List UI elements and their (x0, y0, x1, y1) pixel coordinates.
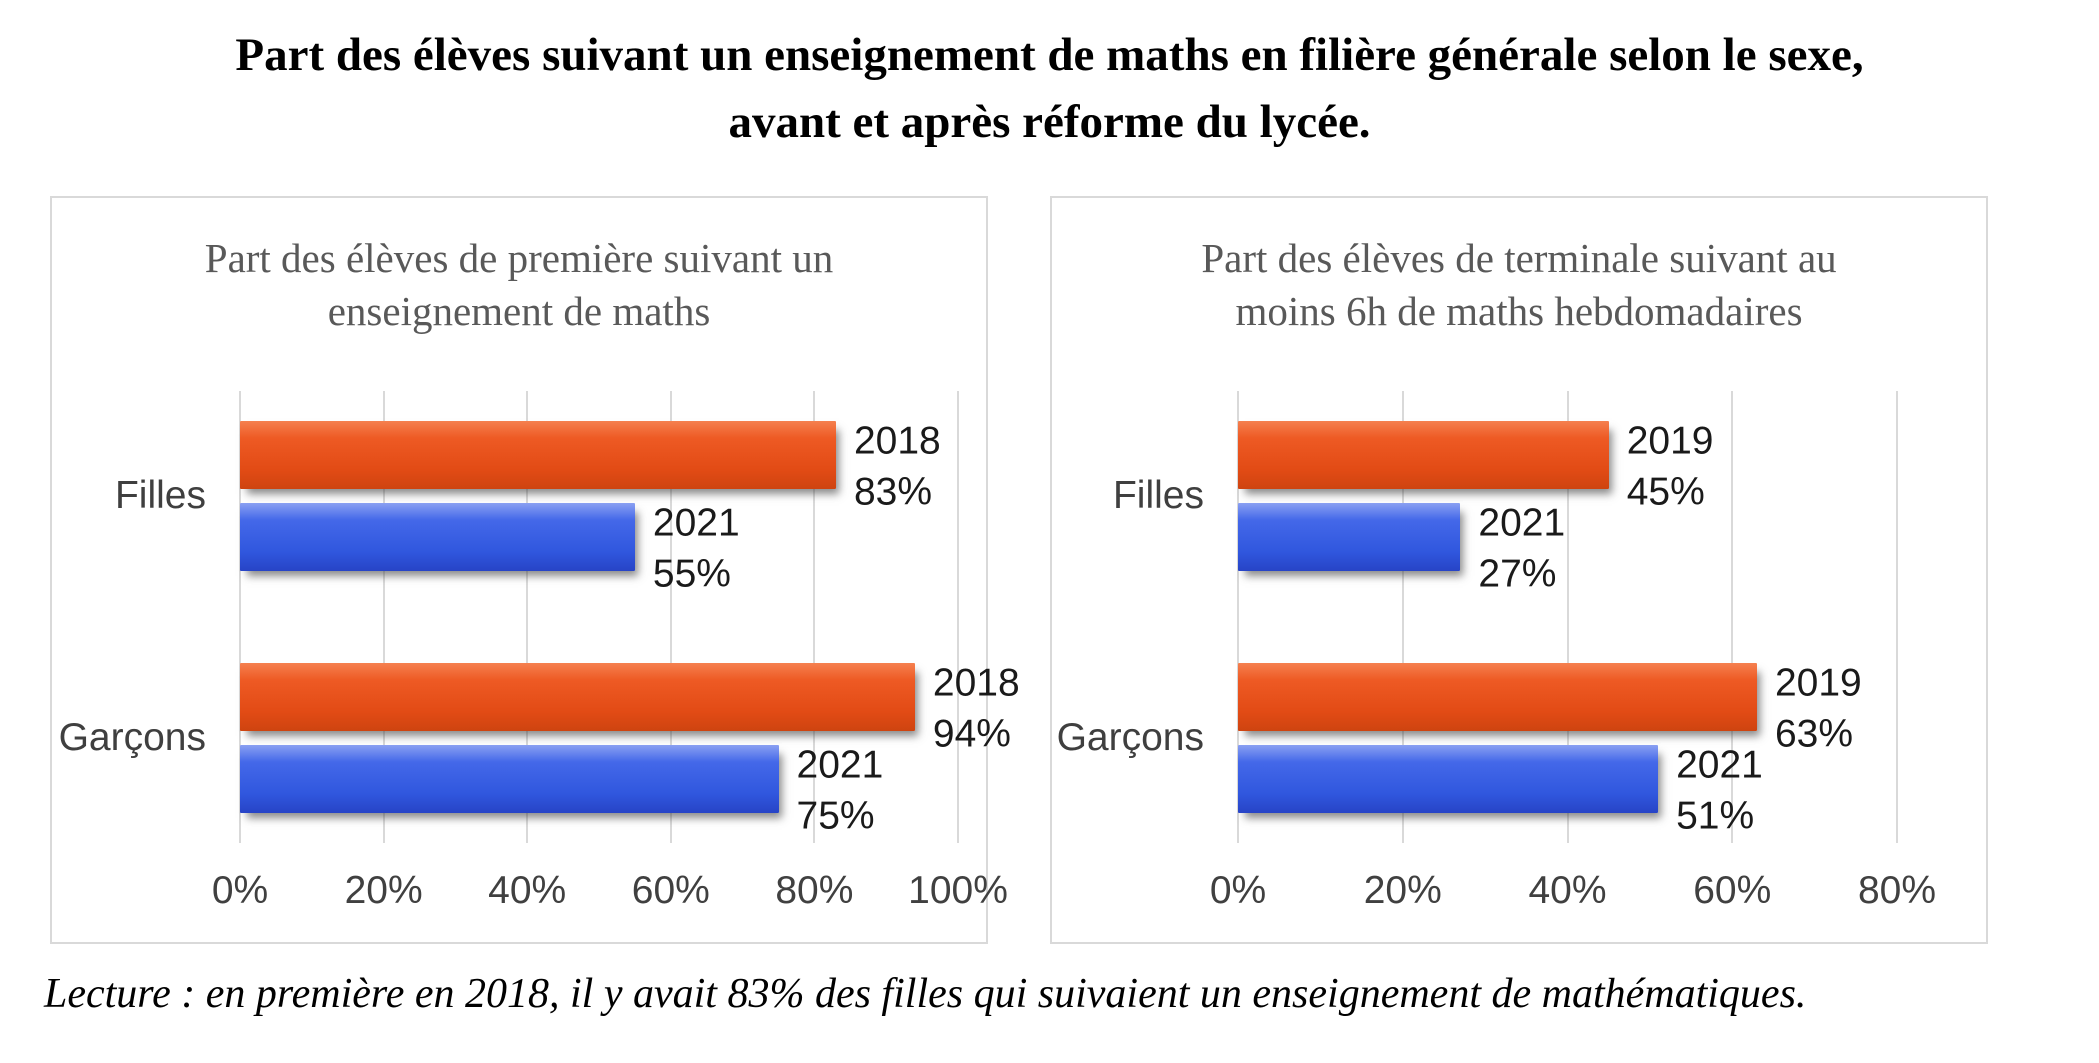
x-tick-label: 80% (775, 869, 854, 913)
gridline-60% (669, 391, 672, 844)
gridline-40% (526, 391, 529, 844)
data-label-year: 2021 (796, 743, 884, 787)
x-tick-label: 0% (211, 869, 269, 913)
chart-title-line: Part des élèves de terminale suivant au (1201, 235, 1837, 282)
x-tick-label: 20% (344, 869, 423, 913)
data-label-value: 55% (652, 552, 731, 596)
bar-row: 2018 83% (240, 420, 958, 513)
charts-row: Part des élèves de première suivant un e… (50, 196, 2099, 945)
category-label: Filles (1112, 474, 1204, 518)
x-tick-label: 60% (1693, 869, 1772, 913)
plot-column: Filles 2019 45% 2021 27% Garçons 2019 63% 2021 51… (1057, 391, 1936, 933)
data-label-year: 2021 (1676, 743, 1763, 787)
category-group-garçons: Garçons 2018 94% 2021 75% (59, 662, 1020, 838)
data-label-value: 51% (1676, 794, 1755, 838)
bar-row: 2021 51% (1238, 744, 1897, 837)
x-tick-label: 20% (1363, 869, 1442, 913)
data-label-year: 2018 (853, 419, 941, 463)
data-label-value: 83% (853, 470, 932, 514)
bar-garçons-2021 (240, 745, 779, 814)
gridline-20% (1401, 391, 1404, 844)
gridline-40% (1566, 391, 1569, 844)
gridline-80% (1896, 391, 1898, 844)
bar-garçons-2021 (1238, 745, 1659, 814)
bar-row: 2019 63% (1238, 662, 1897, 755)
chart-title-line: moins 6h de maths hebdomadaires (1235, 287, 1803, 334)
data-label-value: 63% (1774, 712, 1854, 756)
gridline-60% (1731, 391, 1734, 844)
data-label-filles-2021: 2021 27% (1460, 499, 1565, 600)
data-label-value: 27% (1478, 552, 1557, 596)
page-title: Part des élèves suivant un enseignement … (0, 0, 2099, 156)
bar-chart-premiere: Part des élèves de première suivant un e… (50, 196, 1020, 945)
bar-row: 2021 55% (240, 502, 958, 595)
chart-title-line: Part des élèves de première suivant un (204, 235, 834, 282)
gridline-100% (957, 391, 959, 844)
x-tick-label: 0% (1209, 869, 1267, 913)
data-label-year: 2018 (932, 661, 1020, 705)
x-axis: 0% 20% 40% 60% 80% (1210, 861, 1936, 933)
gridline-0% (1237, 391, 1239, 844)
data-label-filles-2019: 2019 45% (1609, 417, 1714, 518)
plot-column: Filles 2018 83% 2021 55% Garçons 2018 94% 2021 75… (59, 391, 1020, 933)
plot-area: Filles 2018 83% 2021 55% Garçons 2018 94% 2021 75… (59, 391, 1020, 844)
category-label: Garçons (1056, 716, 1204, 760)
data-label-year: 2019 (1774, 661, 1862, 705)
reading-note: Lecture : en première en 2018, il y avai… (44, 971, 1807, 1018)
data-label-filles-2018: 2018 83% (836, 417, 941, 518)
bar-groups: Filles 2019 45% 2021 27% Garçons 2019 63% 2021 51… (1057, 391, 1897, 843)
bar-filles-2019 (1238, 421, 1609, 490)
bar-garçons-2019 (1238, 663, 1757, 732)
category-label: Garçons (58, 716, 206, 760)
category-group-garçons: Garçons 2019 63% 2021 51% (1057, 662, 1897, 838)
category-group-filles: Filles 2019 45% 2021 27% (1113, 420, 1897, 596)
chart-title-premiere: Part des élèves de première suivant un e… (52, 232, 986, 337)
x-axis: 0% 20% 40% 60% 80% 100% (212, 861, 1008, 933)
page-title-line-2: avant et après réforme du lycée. (728, 96, 1371, 149)
bar-row: 2019 45% (1238, 420, 1897, 513)
data-label-value: 45% (1626, 470, 1705, 514)
bar-row: 2021 75% (240, 744, 958, 837)
gridline-20% (382, 391, 385, 844)
bar-chart-terminale: Part des élèves de terminale suivant au … (1050, 196, 1988, 945)
category-group-filles: Filles 2018 83% 2021 55% (115, 420, 958, 596)
page-title-line-1: Part des élèves suivant un enseignement … (235, 29, 1864, 81)
data-label-garçons-2021: 2021 75% (779, 741, 884, 842)
data-label-garçons-2018: 2018 94% (915, 659, 1020, 760)
category-label: Filles (114, 474, 206, 518)
data-label-year: 2021 (652, 501, 740, 545)
bar-groups: Filles 2018 83% 2021 55% Garçons 2018 94% 2021 75… (59, 391, 1020, 843)
x-tick-label: 60% (631, 869, 710, 913)
chart-title-line: enseignement de maths (327, 287, 711, 334)
gridline-0% (239, 391, 241, 844)
plot-area: Filles 2019 45% 2021 27% Garçons 2019 63% 2021 51… (1057, 391, 1898, 844)
bar-filles-2021 (240, 503, 635, 572)
data-label-value: 94% (932, 712, 1011, 756)
data-label-year: 2021 (1478, 501, 1566, 545)
bar-row: 2021 27% (1238, 502, 1897, 595)
data-label-garçons-2019: 2019 63% (1757, 659, 1862, 760)
x-tick-label: 100% (908, 869, 1008, 913)
chart-title-terminale: Part des élèves de terminale suivant au … (1052, 232, 1986, 337)
data-label-year: 2019 (1626, 419, 1714, 463)
data-label-garçons-2021: 2021 51% (1658, 741, 1763, 842)
bar-filles-2018 (240, 421, 836, 490)
x-tick-label: 40% (488, 869, 567, 913)
data-label-filles-2021: 2021 55% (635, 499, 740, 600)
bar-garçons-2018 (240, 663, 915, 732)
x-tick-label: 40% (1528, 869, 1607, 913)
bar-row: 2018 94% (240, 662, 1020, 755)
data-label-value: 75% (796, 794, 875, 838)
gridline-80% (813, 391, 816, 844)
bar-filles-2021 (1238, 503, 1461, 572)
x-tick-label: 80% (1857, 869, 1937, 913)
